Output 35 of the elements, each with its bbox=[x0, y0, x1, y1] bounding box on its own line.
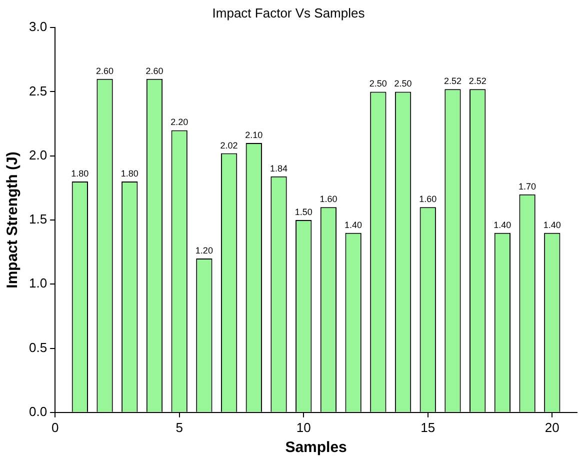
y-tick-label: 2.0 bbox=[28, 147, 48, 162]
data-label: 2.20 bbox=[170, 117, 188, 128]
x-tick-label: 15 bbox=[420, 420, 436, 435]
y-tick-label: 3.0 bbox=[28, 19, 48, 34]
data-label: 1.80 bbox=[71, 168, 89, 179]
y-tick-label: 0.5 bbox=[28, 340, 48, 355]
data-label: 1.40 bbox=[543, 220, 561, 230]
data-label: 1.80 bbox=[120, 168, 138, 179]
x-tick-label: 5 bbox=[176, 420, 183, 435]
x-tick-label: 0 bbox=[51, 420, 59, 435]
y-axis-title: Impact Strength (J) bbox=[4, 152, 22, 288]
data-label: 1.70 bbox=[518, 181, 536, 192]
data-label: 1.60 bbox=[320, 194, 338, 204]
chart-title: Impact Factor Vs Samples bbox=[212, 5, 366, 20]
data-label: 2.10 bbox=[245, 130, 263, 140]
data-label: 2.02 bbox=[220, 140, 238, 150]
data-label: 1.40 bbox=[344, 220, 362, 230]
y-tick-label: 2.5 bbox=[28, 83, 48, 98]
data-label: 1.84 bbox=[270, 163, 288, 174]
data-label: 2.60 bbox=[96, 66, 114, 76]
data-label: 1.50 bbox=[294, 206, 312, 217]
data-label: 1.60 bbox=[419, 194, 437, 204]
data-label: 1.40 bbox=[494, 220, 512, 230]
data-label: 2.50 bbox=[394, 78, 412, 89]
data-label: 2.50 bbox=[369, 78, 387, 89]
y-tick-label: 0.0 bbox=[28, 404, 48, 419]
data-label: 2.52 bbox=[444, 76, 462, 86]
x-tick-label: 20 bbox=[544, 420, 560, 435]
data-label: 2.52 bbox=[468, 76, 486, 86]
data-label: 2.60 bbox=[146, 66, 164, 76]
data-label: 1.20 bbox=[195, 245, 213, 256]
y-tick-label: 1.5 bbox=[28, 212, 48, 227]
x-tick-label: 10 bbox=[296, 420, 311, 435]
x-axis-title: Samples bbox=[285, 439, 347, 456]
y-tick-label: 1.0 bbox=[28, 276, 48, 291]
